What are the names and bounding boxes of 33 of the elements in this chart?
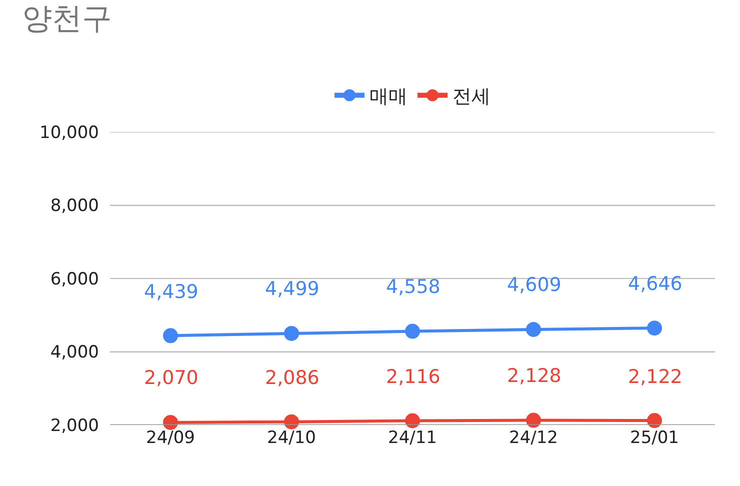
y-tick-label: 10,000 [40,122,99,143]
data-label: 4,499 [265,278,320,300]
point [405,413,420,428]
x-tick-label: 24/11 [388,428,437,448]
data-label: 4,609 [507,274,562,296]
legend-label: 매매 [370,86,408,108]
point [526,412,541,428]
y-tick-label: 6,000 [50,269,99,290]
point [405,324,420,339]
point [163,328,178,344]
chart-title: 양천구 [22,1,112,36]
legend-label: 전세 [452,86,490,108]
point [163,414,178,430]
y-tick-label: 2,000 [50,416,99,436]
data-label: 2,086 [265,367,320,389]
data-label: 4,439 [144,281,198,303]
data-label: 2,128 [507,365,562,387]
data-label: 4,558 [386,276,440,298]
point [284,414,299,430]
point [647,320,662,336]
x-tick-label: 24/10 [267,428,316,448]
point [284,326,299,341]
data-label: 2,070 [144,367,198,389]
data-label: 4,646 [628,273,682,295]
point [526,322,541,337]
x-tick-label: 25/01 [630,428,679,448]
x-tick-label: 24/09 [146,428,195,448]
data-label: 2,122 [628,366,682,388]
x-tick-label: 24/12 [509,428,558,448]
data-label: 2,116 [386,366,440,388]
y-tick-label: 8,000 [50,196,99,216]
y-tick-label: 4,000 [50,342,99,363]
point [647,413,662,428]
